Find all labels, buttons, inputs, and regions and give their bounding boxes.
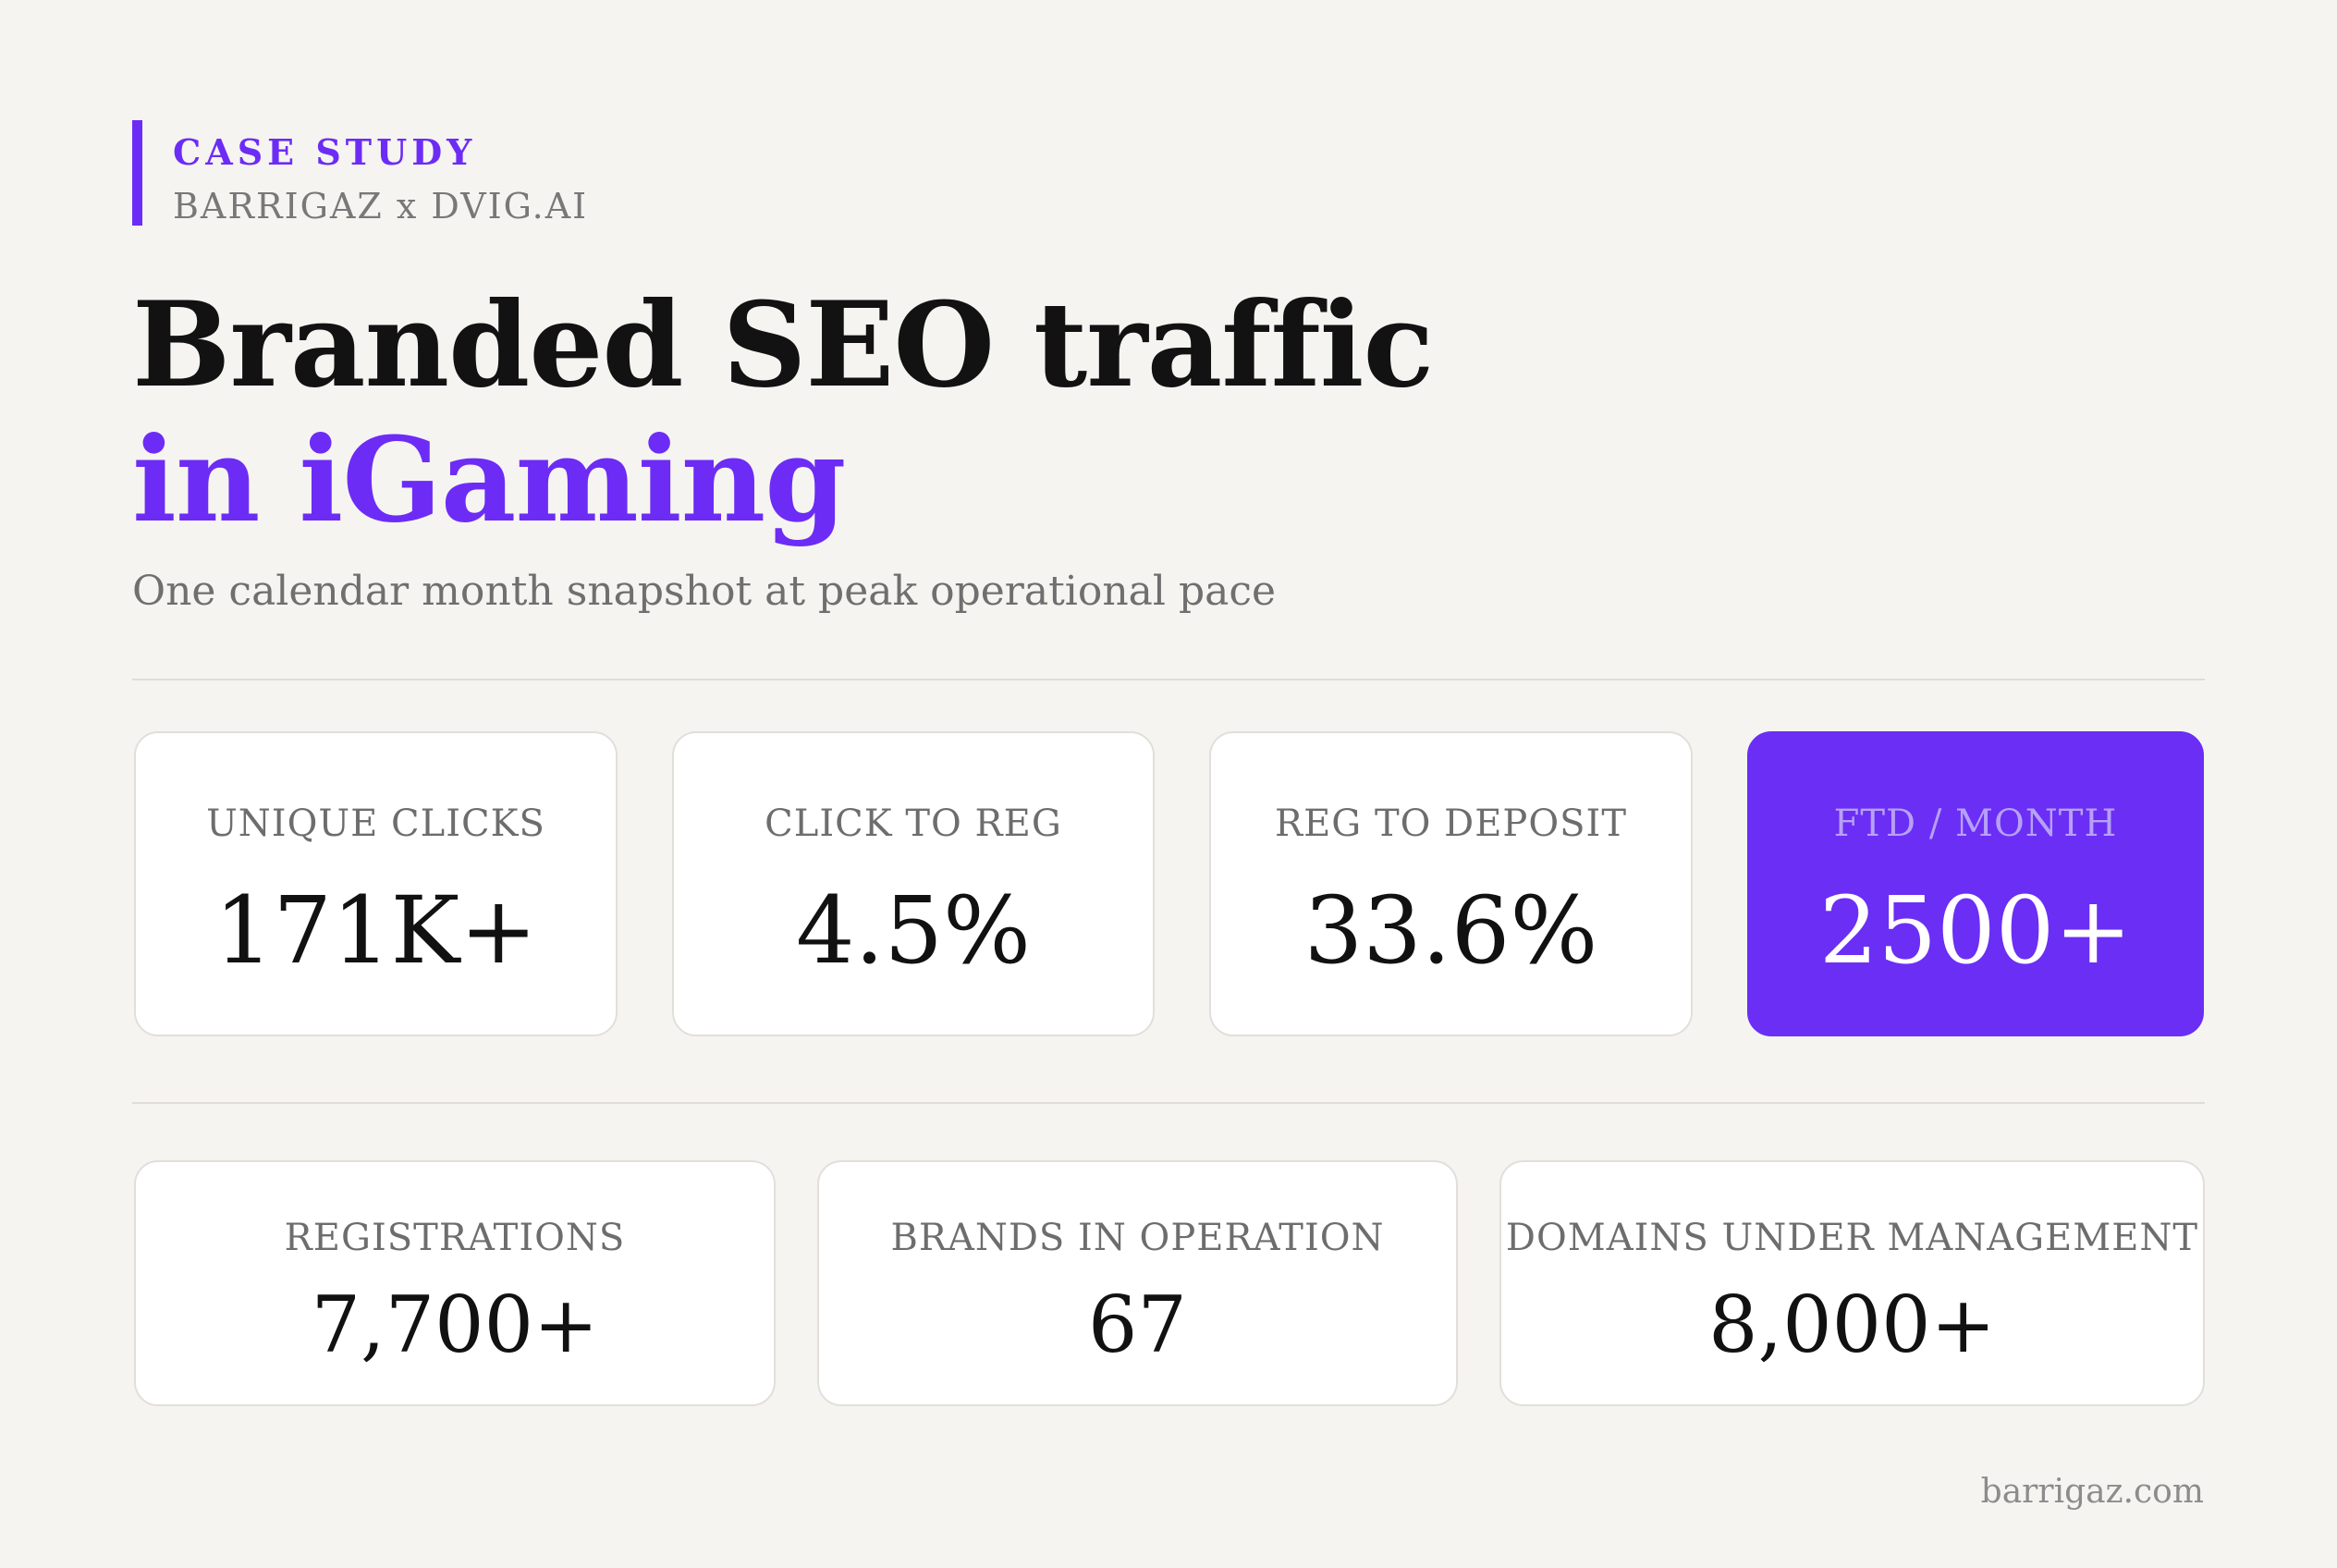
metric-value: 2500+	[1818, 876, 2133, 985]
metric-value: 8,000+	[1708, 1280, 1996, 1370]
metric-label: REGISTRATIONS	[284, 1217, 626, 1259]
metric-value: 4.5%	[795, 876, 1032, 985]
tag-label: CASE STUDY	[173, 131, 477, 173]
divider	[132, 1102, 2205, 1104]
metric-label: FTD / MONTH	[1833, 802, 2118, 845]
page-subtitle: One calendar month snapshot at peak oper…	[132, 568, 1277, 615]
metric-card-unique-clicks: UNIQUE CLICKS 171K+	[134, 731, 618, 1036]
case-study-tag: CASE STUDY BARRIGAZ x DVIG.AI	[132, 120, 588, 226]
metric-value: 67	[1088, 1280, 1187, 1370]
metric-card-registrations: REGISTRATIONS 7,700+	[134, 1160, 776, 1406]
metric-card-domains-under-management: DOMAINS UNDER MANAGEMENT 8,000+	[1499, 1160, 2205, 1406]
title-line-2: in iGaming	[132, 411, 846, 548]
metric-card-brands-in-operation: BRANDS IN OPERATION 67	[817, 1160, 1458, 1406]
metric-label: DOMAINS UNDER MANAGEMENT	[1505, 1217, 2199, 1259]
divider	[132, 679, 2205, 680]
metric-card-ftd-month: FTD / MONTH 2500+	[1747, 731, 2204, 1036]
metric-value: 171K+	[214, 876, 538, 985]
metric-value: 7,700+	[311, 1280, 599, 1370]
tag-subtitle: BARRIGAZ x DVIG.AI	[173, 186, 589, 227]
metric-card-reg-to-deposit: REG TO DEPOSIT 33.6%	[1209, 731, 1693, 1036]
metric-label: REG TO DEPOSIT	[1274, 802, 1628, 845]
metric-label: CLICK TO REG	[765, 802, 1062, 845]
metric-value: 33.6%	[1303, 876, 1598, 985]
footer-site-link: barrigaz.com	[1980, 1473, 2204, 1511]
metric-label: BRANDS IN OPERATION	[890, 1217, 1385, 1259]
title-line-1: Branded SEO traffic	[132, 276, 1434, 413]
metric-card-click-to-reg: CLICK TO REG 4.5%	[672, 731, 1155, 1036]
metric-label: UNIQUE CLICKS	[206, 802, 545, 845]
page-title: Branded SEO traffic in iGaming	[132, 276, 1434, 548]
